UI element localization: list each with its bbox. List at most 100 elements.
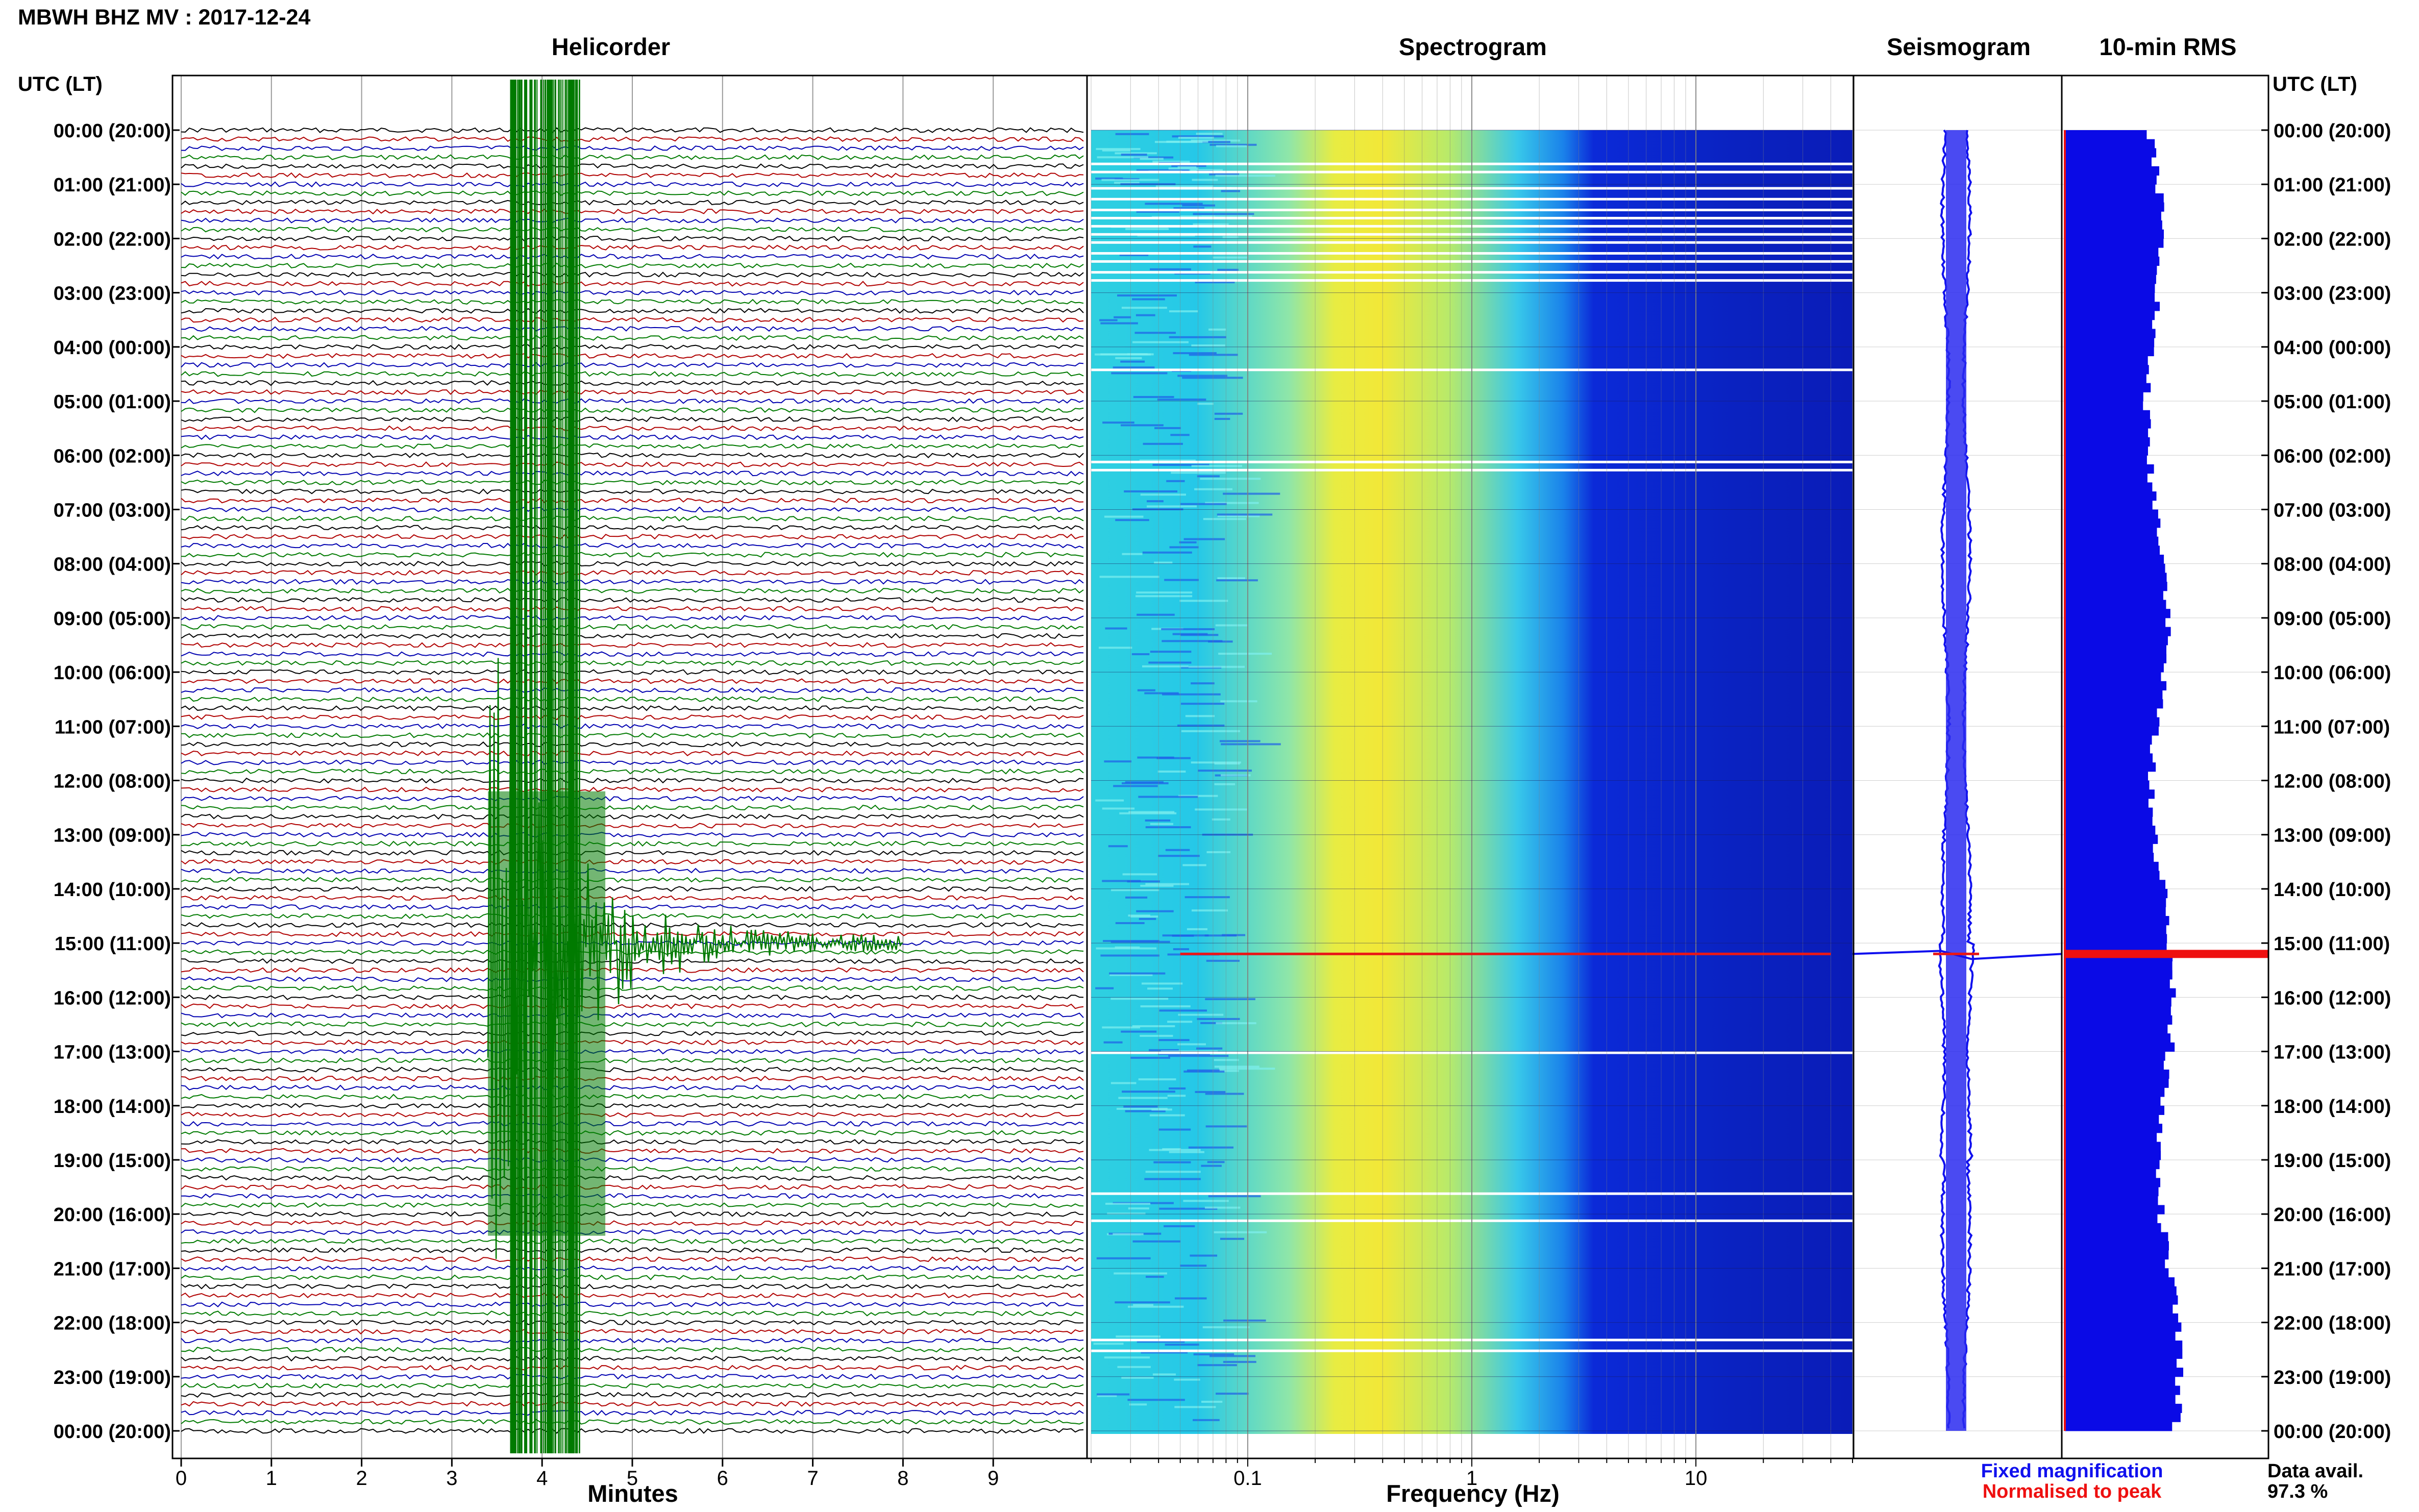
rms-bar	[2065, 1151, 2161, 1160]
rms-bar	[2065, 1349, 2183, 1359]
rms-bar	[2065, 934, 2167, 944]
helicorder-x-tick-label: 9	[988, 1467, 999, 1490]
rms-bar	[2065, 346, 2154, 357]
helicorder-trace	[181, 407, 1084, 413]
spectrogram-noise	[1169, 1087, 1186, 1090]
spectrogram-title: Spectrogram	[1399, 33, 1547, 60]
helicorder-trace	[181, 335, 1084, 341]
spectrogram-noise	[1096, 1393, 1130, 1396]
spectrogram-noise	[1128, 1305, 1184, 1308]
helicorder-trace	[181, 850, 1084, 856]
rms-bar	[2065, 491, 2157, 501]
hour-label-right: 02:00 (22:00)	[2274, 229, 2391, 250]
spectrogram-noise	[1215, 175, 1275, 177]
spectrogram-noise	[1204, 934, 1237, 937]
spectrogram-noise	[1114, 182, 1140, 184]
helicorder-trace	[181, 1220, 1084, 1226]
rms-bar	[2065, 265, 2157, 275]
helicorder-trace	[181, 1238, 1084, 1245]
rms-bar	[2065, 1187, 2159, 1197]
spectrogram-noise	[1149, 1049, 1179, 1051]
spectrogram-noise	[1209, 1355, 1255, 1357]
helicorder-trace	[181, 1283, 1084, 1290]
rms-bar	[2065, 573, 2167, 582]
hour-label-right: 00:00 (20:00)	[2274, 120, 2391, 142]
rms-bar	[2065, 437, 2150, 447]
spectrogram-noise	[1140, 884, 1174, 887]
spectrogram-noise	[1152, 160, 1190, 163]
spectrogram-noise	[1166, 480, 1185, 482]
helicorder-trace	[181, 1347, 1084, 1353]
helicorder-trace	[181, 1166, 1084, 1172]
spectrogram-noise	[1177, 166, 1197, 168]
spectrogram-noise	[1172, 633, 1208, 635]
spectrogram-noise	[1178, 137, 1214, 139]
helicorder-trace	[181, 777, 1084, 784]
spectrogram-noise	[1097, 1395, 1117, 1397]
rms-bar	[2065, 916, 2169, 926]
helicorder-trace	[181, 1030, 1084, 1036]
spectrogram-noise	[1197, 403, 1214, 405]
spectrogram-noise	[1223, 1319, 1266, 1322]
spectrogram-noise	[1217, 268, 1239, 271]
spectrogram-noise	[1150, 268, 1191, 270]
spectrogram-noise	[1182, 204, 1215, 207]
helicorder-trace	[181, 1057, 1084, 1063]
helicorder-trace	[181, 416, 1084, 423]
spectrogram-noise	[1169, 336, 1226, 338]
spectrogram-noise	[1111, 889, 1159, 891]
helicorder-trace	[181, 651, 1084, 657]
rms-panel	[2062, 130, 2268, 1431]
helicorder-trace	[181, 1075, 1084, 1082]
helicorder-trace	[181, 904, 1084, 910]
rms-bar	[2065, 590, 2163, 600]
rms-bar	[2065, 1358, 2177, 1368]
helicorder-trace	[181, 1319, 1084, 1326]
spectrogram-noise	[1166, 140, 1208, 143]
spectrogram-noise	[1214, 412, 1243, 415]
rms-bar	[2065, 184, 2156, 194]
spectrogram-noise	[1182, 377, 1243, 379]
spectrogram-noise	[1197, 141, 1230, 143]
rms-bar	[2065, 482, 2153, 492]
helicorder-trace	[181, 190, 1084, 196]
helicorder-x-tick-label: 2	[356, 1467, 367, 1490]
rms-bar	[2065, 563, 2165, 573]
rms-bar	[2065, 1015, 2173, 1025]
hour-label-left: 07:00 (03:00)	[54, 500, 171, 521]
helicorder-trace	[181, 1211, 1083, 1217]
rms-bar	[2065, 1412, 2181, 1422]
spectrogram-noise	[1127, 880, 1160, 883]
spectrogram-noise	[1139, 918, 1156, 920]
spectrogram-noise	[1137, 756, 1174, 759]
spectrogram-noise	[1132, 341, 1189, 343]
spectrogram-noise	[1122, 1090, 1175, 1093]
helicorder-trace	[181, 154, 1084, 160]
hour-label-right: 08:00 (04:00)	[2274, 554, 2391, 576]
hour-label-right: 11:00 (07:00)	[2274, 716, 2390, 738]
spectrogram-noise	[1157, 1053, 1211, 1055]
spectrogram-noise	[1173, 352, 1217, 355]
helicorder-trace	[181, 796, 1084, 802]
rms-bar	[2065, 961, 2173, 971]
rms-bar	[2065, 1340, 2183, 1350]
helicorder-trace	[181, 1256, 1084, 1262]
rms-bar	[2065, 473, 2148, 483]
helicorder-trace	[181, 1157, 1084, 1163]
spectrogram-noise	[1123, 1105, 1158, 1108]
spectrogram-noise	[1138, 1078, 1176, 1081]
helicorder-trace	[181, 614, 1084, 621]
spectrogram-noise	[1220, 1237, 1245, 1240]
rms-bar	[2065, 798, 2149, 808]
spectrogram-noise	[1193, 245, 1212, 248]
spectrogram-noise	[1102, 1026, 1140, 1029]
helicorder-trace	[181, 561, 1084, 567]
helicorder-trace	[181, 660, 1084, 666]
spectrogram-noise	[1141, 982, 1183, 985]
helicorder-trace	[181, 1409, 1084, 1416]
spectrogram-noise	[1205, 1093, 1244, 1095]
spectrogram-noise	[1222, 934, 1246, 936]
spectrogram-noise	[1140, 493, 1186, 496]
spectrogram-noise	[1096, 947, 1157, 950]
spectrogram-noise	[1142, 665, 1189, 667]
